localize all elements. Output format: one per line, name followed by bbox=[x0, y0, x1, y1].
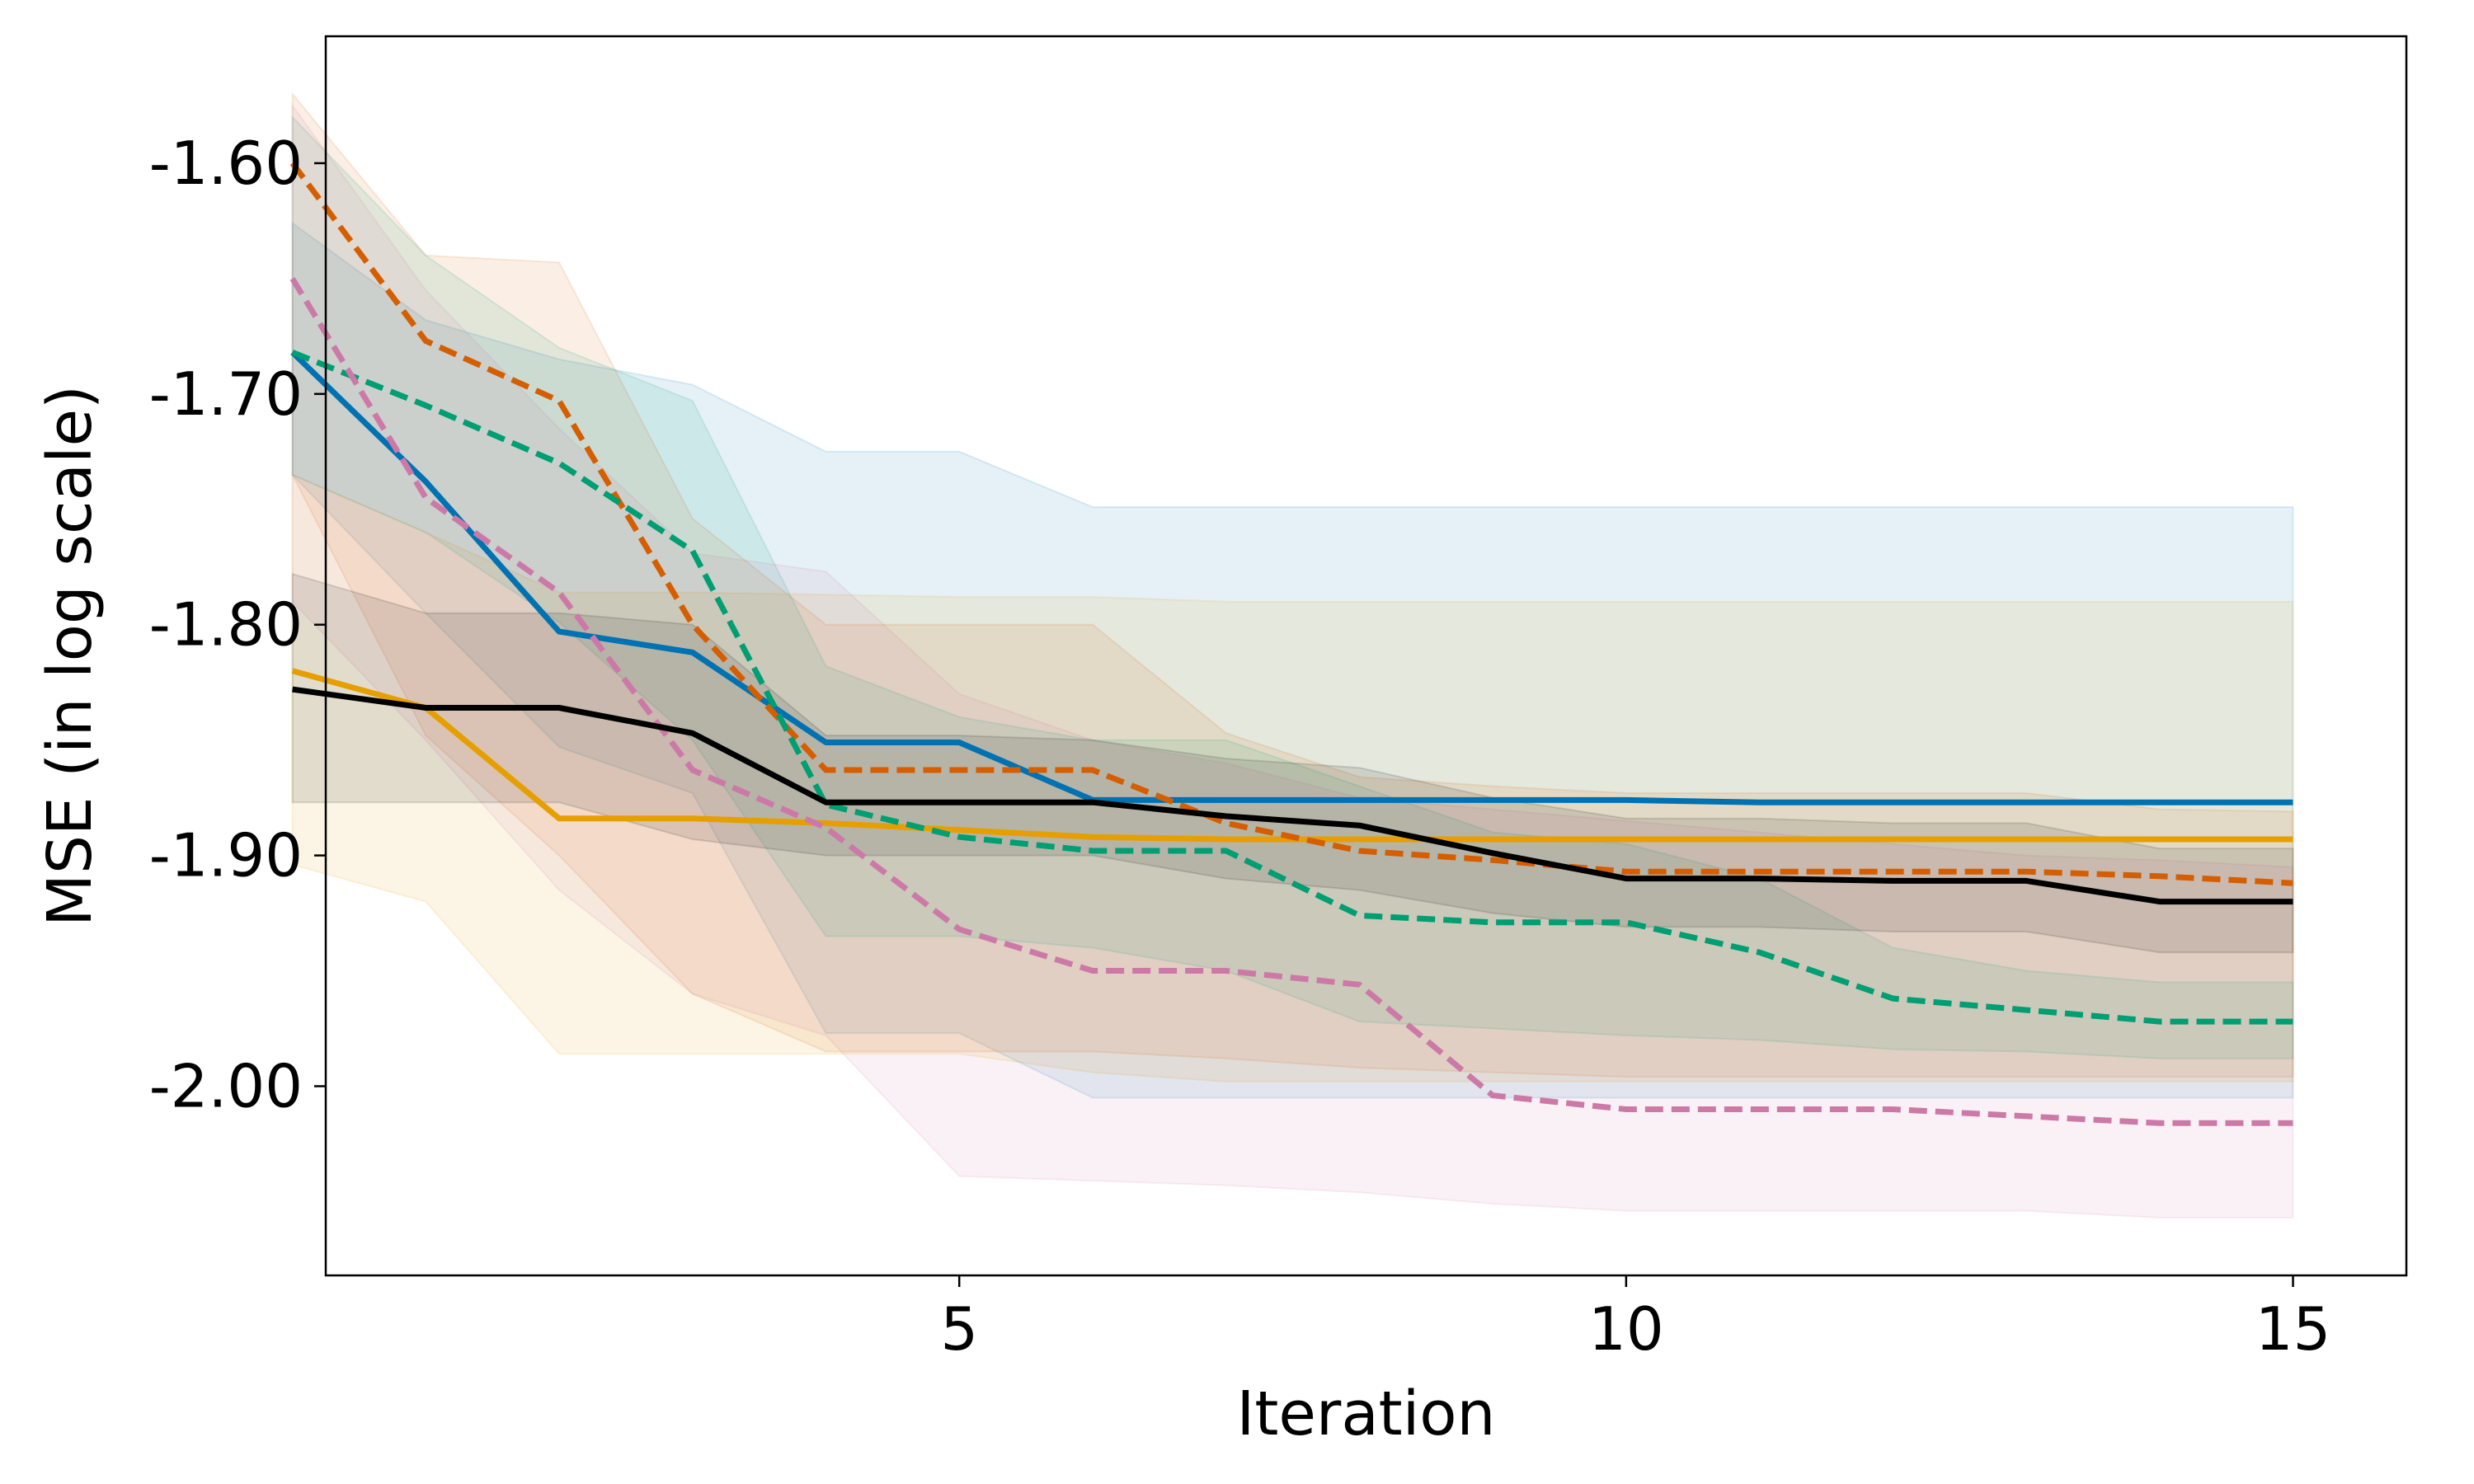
plot-frame bbox=[324, 35, 2408, 1277]
y-tick-label: -2.00 bbox=[149, 1051, 303, 1120]
y-tick-label: -1.80 bbox=[149, 590, 303, 660]
y-tick-label: -1.90 bbox=[149, 821, 303, 890]
x-axis-label: Iteration bbox=[1237, 1378, 1496, 1449]
line-series-5 bbox=[289, 277, 2293, 1126]
band-series-2 bbox=[291, 473, 2294, 1082]
y-tick-label: -1.70 bbox=[149, 359, 303, 429]
line-series-3 bbox=[289, 161, 2293, 886]
x-tick-label: 10 bbox=[1588, 1294, 1664, 1364]
y-axis-label: MSE (in log scale) bbox=[35, 385, 106, 927]
line-series-1 bbox=[290, 350, 2293, 805]
x-axis-ticks: 5 10 15 bbox=[940, 1275, 2331, 1364]
line-series-4 bbox=[291, 350, 2293, 1025]
y-axis-ticks: -1.60 -1.70 -1.80 -1.90 -2.00 bbox=[149, 129, 326, 1120]
line-series-6 bbox=[292, 686, 2293, 905]
band-series-5 bbox=[291, 102, 2294, 1219]
band-series-6 bbox=[291, 572, 2294, 954]
x-tick-label: 15 bbox=[2255, 1294, 2331, 1364]
band-series-3 bbox=[291, 92, 2294, 1078]
series-lines bbox=[289, 161, 2293, 1126]
y-tick-label: -1.60 bbox=[149, 129, 303, 198]
x-tick-label: 5 bbox=[940, 1294, 978, 1364]
